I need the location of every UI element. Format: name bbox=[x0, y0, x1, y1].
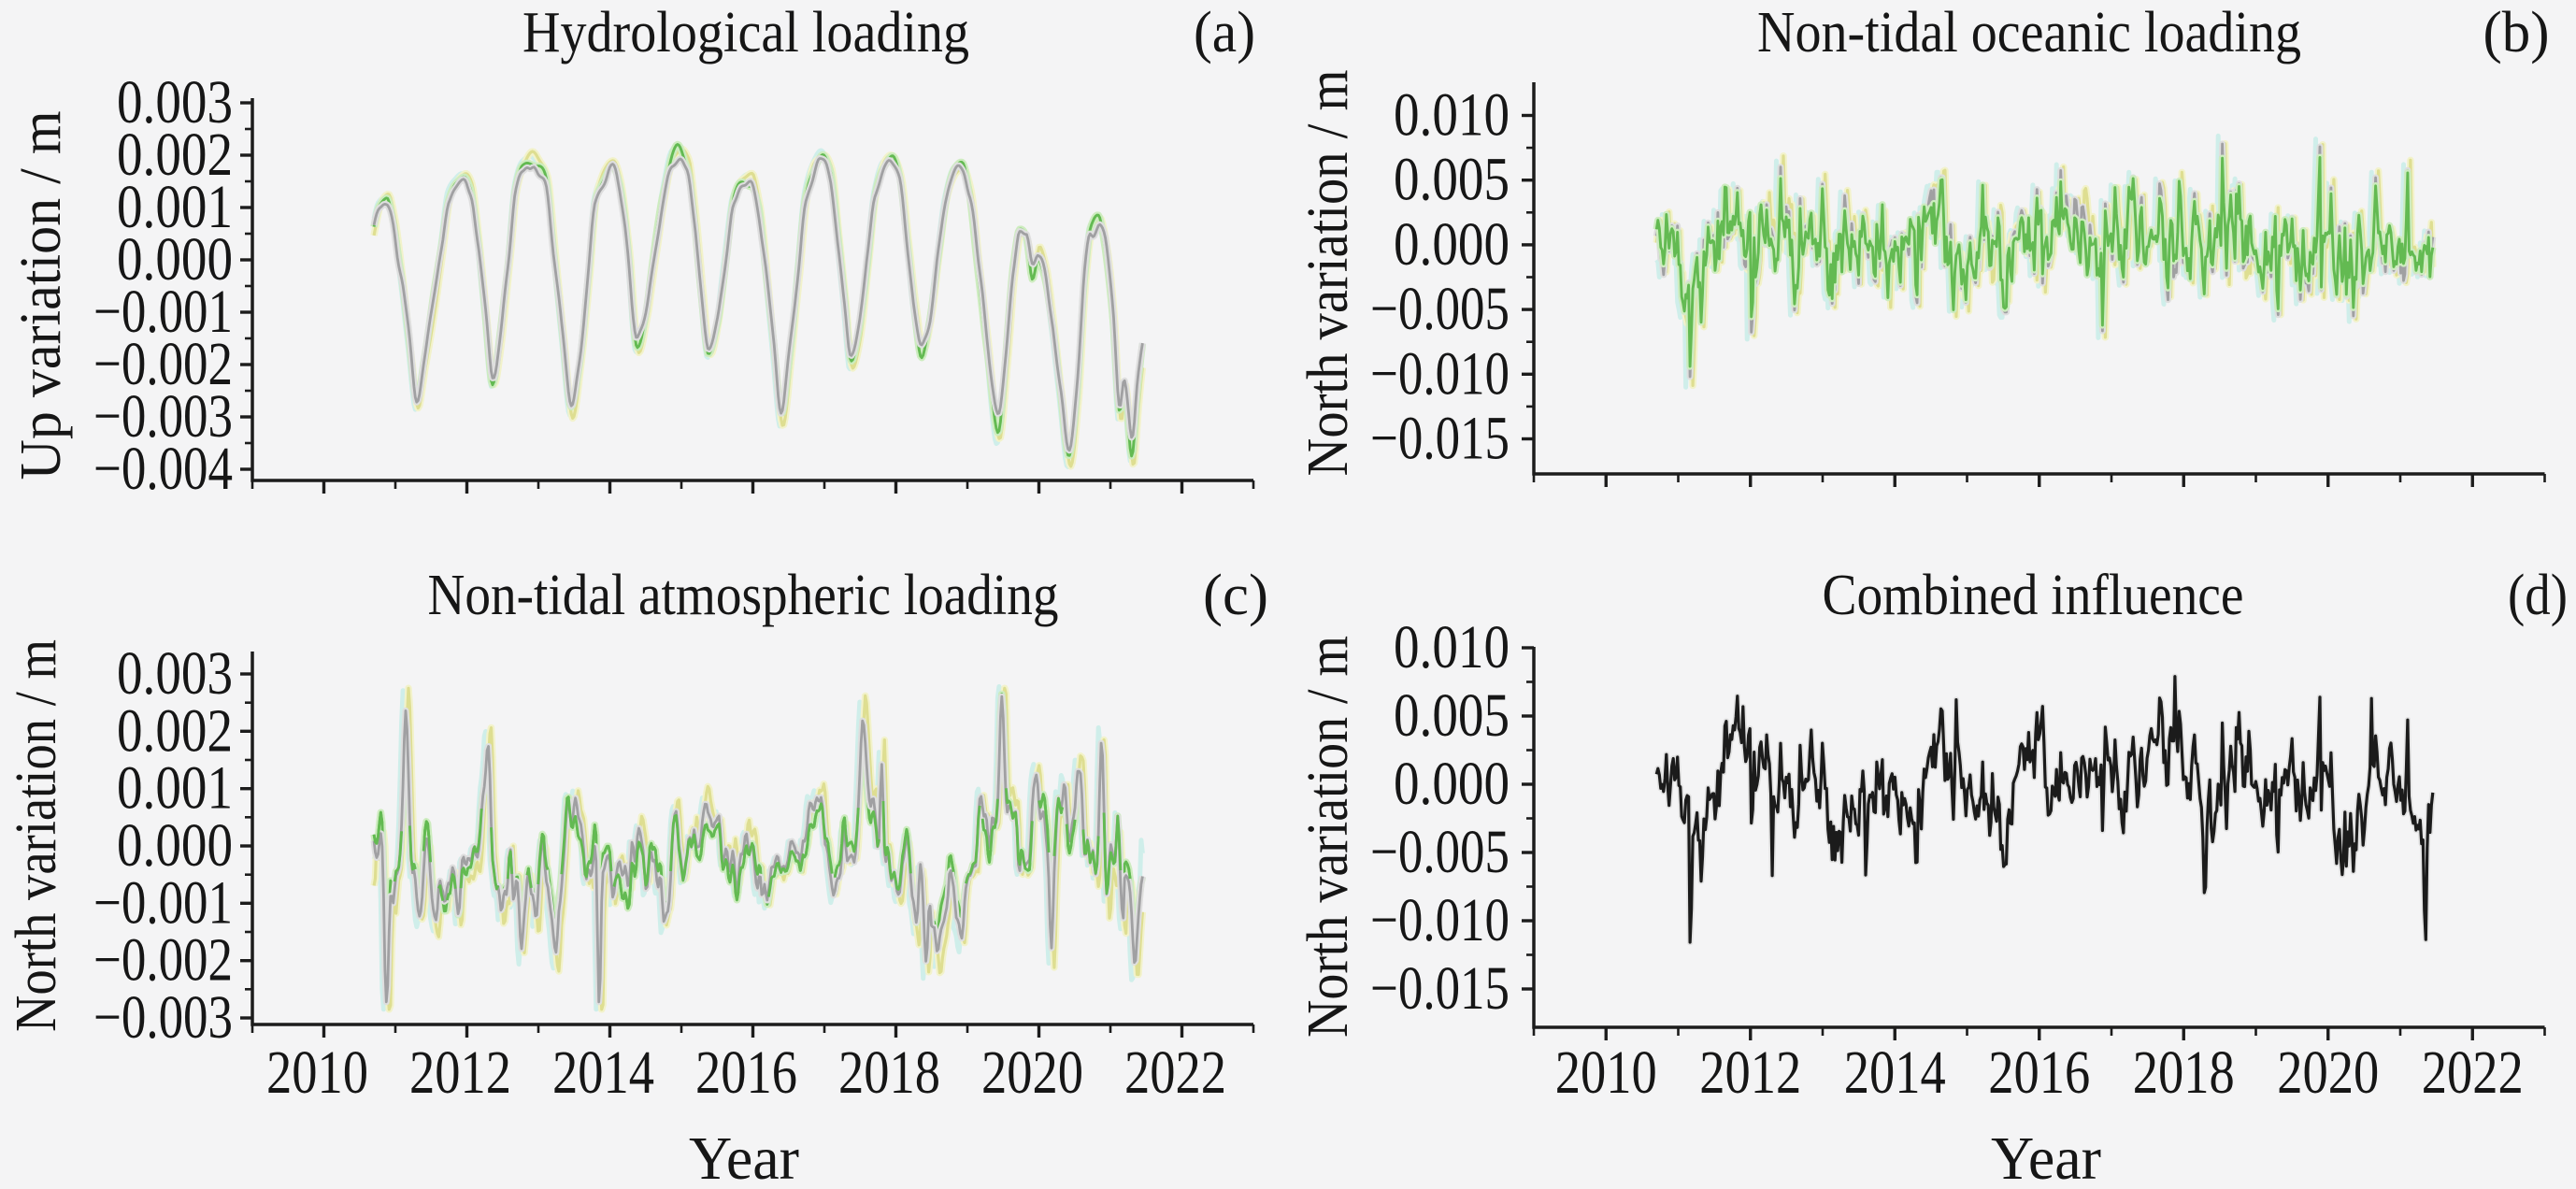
svg-text:2016: 2016 bbox=[695, 1039, 797, 1107]
svg-text:(d): (d) bbox=[2508, 564, 2568, 627]
svg-text:2012: 2012 bbox=[409, 1039, 511, 1107]
svg-text:2020: 2020 bbox=[981, 1039, 1083, 1107]
svg-text:−0.010: −0.010 bbox=[1370, 339, 1510, 408]
svg-text:2010: 2010 bbox=[1555, 1039, 1657, 1107]
svg-text:−0.002: −0.002 bbox=[93, 926, 233, 995]
svg-text:0.000: 0.000 bbox=[1394, 210, 1510, 279]
svg-text:Combined influence: Combined influence bbox=[1823, 564, 2244, 627]
svg-text:0.003: 0.003 bbox=[117, 68, 233, 136]
svg-text:0.005: 0.005 bbox=[1394, 146, 1510, 214]
svg-text:−0.015: −0.015 bbox=[1370, 954, 1510, 1023]
svg-text:−0.005: −0.005 bbox=[1370, 275, 1510, 343]
svg-text:2020: 2020 bbox=[2277, 1039, 2379, 1107]
svg-text:−0.002: −0.002 bbox=[93, 330, 233, 398]
svg-text:0.000: 0.000 bbox=[117, 811, 233, 880]
svg-text:−0.003: −0.003 bbox=[93, 983, 233, 1052]
svg-text:Up variation / m: Up variation / m bbox=[9, 111, 73, 480]
svg-text:0.005: 0.005 bbox=[1394, 681, 1510, 750]
svg-text:0.010: 0.010 bbox=[1394, 81, 1510, 150]
svg-text:−0.004: −0.004 bbox=[93, 435, 233, 503]
svg-text:North variation / m: North variation / m bbox=[1296, 70, 1360, 477]
svg-text:(c): (c) bbox=[1203, 564, 1268, 627]
svg-text:2014: 2014 bbox=[1844, 1039, 1946, 1107]
svg-text:Year: Year bbox=[1991, 1125, 2101, 1189]
svg-text:2022: 2022 bbox=[2422, 1039, 2524, 1107]
svg-text:Non-tidal oceanic loading: Non-tidal oceanic loading bbox=[1757, 1, 2301, 64]
svg-text:2010: 2010 bbox=[266, 1039, 368, 1107]
svg-text:−0.010: −0.010 bbox=[1370, 886, 1510, 954]
svg-text:(b): (b) bbox=[2483, 1, 2550, 64]
svg-text:2018: 2018 bbox=[2133, 1039, 2235, 1107]
svg-text:0.000: 0.000 bbox=[117, 225, 233, 294]
svg-text:−0.015: −0.015 bbox=[1370, 405, 1510, 473]
svg-text:2018: 2018 bbox=[838, 1039, 940, 1107]
svg-text:0.002: 0.002 bbox=[117, 696, 233, 765]
svg-text:0.001: 0.001 bbox=[117, 173, 233, 241]
svg-text:−0.001: −0.001 bbox=[93, 278, 233, 346]
svg-text:Year: Year bbox=[689, 1125, 799, 1189]
svg-text:North variation / m: North variation / m bbox=[5, 639, 68, 1032]
svg-text:(a): (a) bbox=[1194, 1, 1255, 64]
svg-text:2012: 2012 bbox=[1699, 1039, 1801, 1107]
svg-text:−0.001: −0.001 bbox=[93, 868, 233, 937]
svg-text:0.000: 0.000 bbox=[1394, 750, 1510, 818]
svg-text:−0.005: −0.005 bbox=[1370, 818, 1510, 886]
svg-text:0.002: 0.002 bbox=[117, 121, 233, 189]
svg-text:−0.003: −0.003 bbox=[93, 382, 233, 451]
svg-text:0.001: 0.001 bbox=[117, 754, 233, 823]
svg-text:2014: 2014 bbox=[552, 1039, 654, 1107]
svg-text:Hydrological loading: Hydrological loading bbox=[522, 1, 969, 64]
svg-text:2016: 2016 bbox=[1988, 1039, 2090, 1107]
svg-text:2022: 2022 bbox=[1124, 1039, 1226, 1107]
svg-text:0.010: 0.010 bbox=[1394, 613, 1510, 681]
svg-text:Non-tidal atmospheric loading: Non-tidal atmospheric loading bbox=[428, 564, 1059, 627]
svg-text:North variation / m: North variation / m bbox=[1296, 636, 1360, 1038]
svg-text:0.003: 0.003 bbox=[117, 639, 233, 708]
